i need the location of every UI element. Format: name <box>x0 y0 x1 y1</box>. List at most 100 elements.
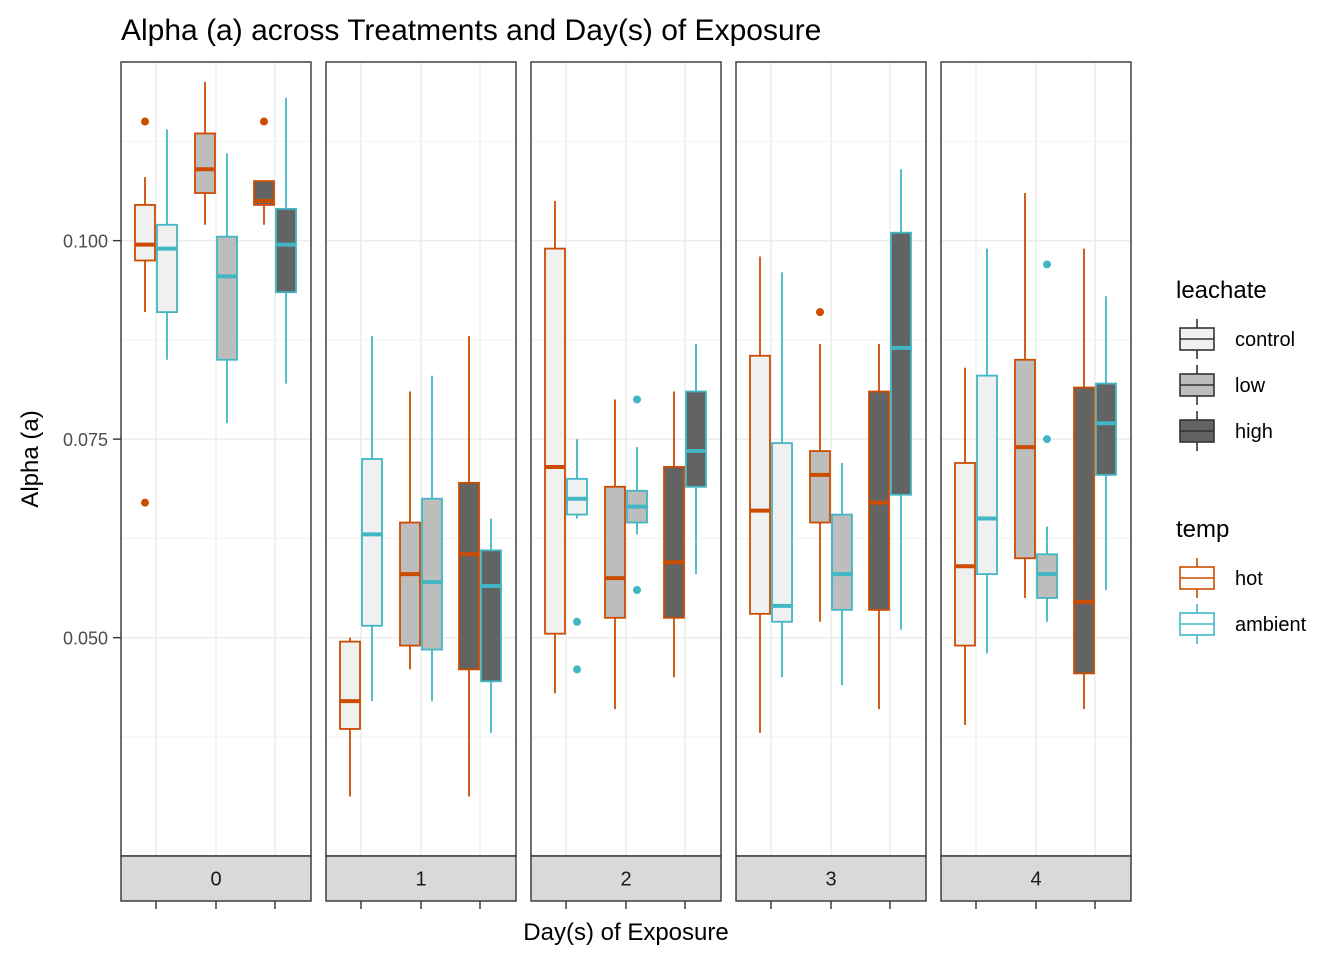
outlier-point <box>260 117 268 126</box>
box-0-control-hot <box>134 117 156 507</box>
y-tick-label: 0.100 <box>63 232 108 252</box>
box-3-high-ambient <box>890 169 912 630</box>
box-iqr <box>339 640 361 730</box>
outlier-point <box>816 308 824 317</box>
legend-entry-hot: hot <box>1179 558 1263 598</box>
box-2-control-hot <box>544 200 566 694</box>
box-iqr <box>275 207 297 294</box>
y-axis: 0.050 0.075 0.100 <box>63 232 121 649</box>
outlier-point <box>573 665 581 674</box>
x-axis-title: Day(s) of Exposure <box>523 919 728 946</box>
box-0-high-ambient <box>275 97 297 384</box>
legend-entry-control: control <box>1179 319 1295 359</box>
box-2-low-ambient <box>626 395 648 595</box>
box-4-low-ambient <box>1036 260 1058 622</box>
box-iqr <box>361 458 383 627</box>
box-iqr <box>685 390 707 488</box>
y-tick-label: 0.050 <box>63 629 108 649</box>
facet-strip <box>120 855 312 902</box>
box-iqr <box>399 521 421 647</box>
legend-label-high: high <box>1235 421 1273 443</box>
box-iqr <box>976 374 998 576</box>
box-0-control-ambient <box>156 129 178 360</box>
facet-label-2: 2 <box>620 869 631 891</box>
box-iqr <box>1014 358 1036 560</box>
box-1-high-hot <box>458 335 480 797</box>
box-iqr <box>809 450 831 524</box>
box-1-low-hot <box>399 391 421 670</box>
box-2-control-ambient <box>566 439 588 674</box>
facet-label-0: 0 <box>210 869 221 891</box>
outlier-point <box>1043 260 1051 269</box>
box-3-low-ambient <box>831 462 853 686</box>
facet-panel-2: 2 <box>530 61 722 909</box>
box-4-low-hot <box>1014 193 1036 598</box>
box-iqr <box>216 235 238 361</box>
box-4-high-hot <box>1073 248 1095 710</box>
box-iqr <box>749 354 771 615</box>
facet-panel-4: 4 <box>940 61 1132 909</box>
legend-label-low: low <box>1235 375 1266 397</box>
chart-title: Alpha (a) across Treatments and Day(s) o… <box>121 14 821 47</box>
box-4-control-ambient <box>976 248 998 654</box>
facet-panel-0: 0 <box>120 61 312 909</box>
box-iqr <box>134 204 156 262</box>
legend-label-control: control <box>1235 329 1295 351</box>
legend-entry-high: high <box>1179 411 1273 451</box>
box-iqr <box>156 223 178 314</box>
box-iqr <box>194 132 216 194</box>
facet-label-4: 4 <box>1030 869 1041 891</box>
box-4-control-hot <box>954 367 976 725</box>
box-1-high-ambient <box>480 518 502 733</box>
box-iqr <box>604 485 626 619</box>
y-tick-label: 0.075 <box>63 430 108 450</box>
legend-title-leachate: leachate <box>1176 277 1267 304</box>
box-3-control-ambient <box>771 272 793 678</box>
outlier-point <box>141 117 149 126</box>
outlier-point <box>633 586 641 595</box>
legend-label-hot: hot <box>1235 568 1263 590</box>
legend-entry-ambient: ambient <box>1179 604 1307 644</box>
legend-title-temp: temp <box>1176 516 1229 543</box>
outlier-point <box>141 498 149 507</box>
facet-strip <box>325 855 517 902</box>
y-axis-title: Alpha (a) <box>17 410 44 507</box>
box-iqr <box>831 513 853 611</box>
facet-strip <box>735 855 927 902</box>
box-iqr <box>1095 382 1117 476</box>
box-iqr <box>663 466 685 619</box>
box-0-low-ambient <box>216 153 238 424</box>
box-4-high-ambient <box>1095 296 1117 591</box>
facet-label-1: 1 <box>415 869 426 891</box>
facet-strip <box>940 855 1132 902</box>
facet-panel-1: 1 <box>325 61 517 909</box>
box-1-control-hot <box>339 637 361 797</box>
outlier-point <box>633 395 641 404</box>
box-0-low-hot <box>194 81 216 225</box>
legend-label-ambient: ambient <box>1235 614 1307 636</box>
box-1-low-ambient <box>421 375 443 702</box>
box-2-low-hot <box>604 399 626 710</box>
facet-panel-3: 3 <box>735 61 927 909</box>
outlier-point <box>573 617 581 626</box>
box-iqr <box>480 549 502 683</box>
legend: leachate control low high temp hot ambient <box>1176 277 1307 644</box>
box-iqr <box>890 231 912 496</box>
box-0-high-hot <box>253 117 275 225</box>
box-iqr <box>544 247 566 635</box>
outlier-point <box>1043 435 1051 444</box>
box-2-high-ambient <box>685 343 707 575</box>
box-iqr <box>421 497 443 651</box>
legend-entry-low: low <box>1179 365 1266 405</box>
box-3-low-hot <box>809 308 831 622</box>
box-1-control-ambient <box>361 335 383 702</box>
facet-label-3: 3 <box>825 869 836 891</box>
box-3-high-hot <box>868 343 890 710</box>
box-iqr <box>1073 386 1095 675</box>
box-3-control-hot <box>749 256 771 733</box>
facet-panels: 0 1 2 3 4 <box>120 61 1132 909</box>
box-iqr <box>458 481 480 671</box>
box-2-high-hot <box>663 391 685 678</box>
box-iqr <box>771 442 793 623</box>
